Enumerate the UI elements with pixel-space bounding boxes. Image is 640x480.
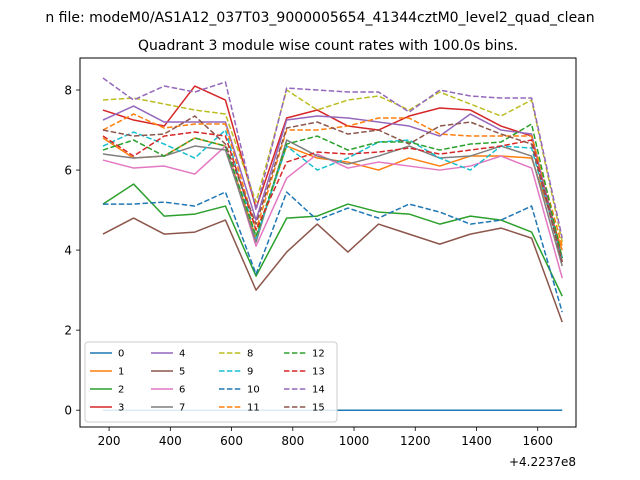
series-line-12 xyxy=(102,123,563,259)
x-tick-label: 1600 xyxy=(522,434,553,448)
legend-label-15: 15 xyxy=(312,403,325,414)
series-line-6 xyxy=(102,145,563,279)
y-tick-label: 2 xyxy=(64,324,72,338)
legend-label-8: 8 xyxy=(247,349,253,360)
series-line-14 xyxy=(102,77,563,239)
y-tick-label: 0 xyxy=(64,404,72,418)
y-tick-label: 6 xyxy=(64,164,72,178)
chart-title: Quadrant 3 module wise count rates with … xyxy=(138,38,518,54)
legend-label-9: 9 xyxy=(247,367,253,378)
y-tick-label: 8 xyxy=(64,84,72,98)
series-line-15 xyxy=(102,115,563,263)
x-tick-label: 1200 xyxy=(400,434,431,448)
legend-label-10: 10 xyxy=(247,385,260,396)
legend-box xyxy=(84,341,338,423)
y-axis: 0 2 4 6 8 xyxy=(64,84,80,418)
series-line-13 xyxy=(102,131,563,263)
x-tick-label: 1000 xyxy=(339,434,370,448)
legend-label-14: 14 xyxy=(312,385,325,396)
x-tick-label: 600 xyxy=(220,434,243,448)
figure-suptitle: n file: modeM0/AS1A12_037T03_9000005654_… xyxy=(45,10,594,26)
legend-label-0: 0 xyxy=(118,349,124,360)
x-axis-offset-label: +4.2237e8 xyxy=(509,455,576,469)
series-layer xyxy=(102,77,563,411)
legend-label-7: 7 xyxy=(179,403,185,414)
legend-label-3: 3 xyxy=(118,403,124,414)
legend-label-5: 5 xyxy=(179,367,185,378)
x-tick-label: 400 xyxy=(159,434,182,448)
x-axis: 200 400 600 800 1000 1200 1400 1600 xyxy=(98,427,553,448)
legend-label-4: 4 xyxy=(179,349,185,360)
series-line-2 xyxy=(102,183,563,297)
series-line-4 xyxy=(102,105,563,263)
legend-label-12: 12 xyxy=(312,349,325,360)
legend-label-1: 1 xyxy=(118,367,124,378)
legend-label-2: 2 xyxy=(118,385,124,396)
series-line-3 xyxy=(102,85,563,259)
legend-label-6: 6 xyxy=(179,385,185,396)
x-tick-label: 800 xyxy=(281,434,304,448)
legend-label-11: 11 xyxy=(247,403,260,414)
axes-frame xyxy=(79,57,577,428)
series-line-10 xyxy=(102,191,563,313)
y-tick-label: 4 xyxy=(64,244,72,258)
series-line-11 xyxy=(102,113,563,247)
series-line-9 xyxy=(102,129,563,259)
legend-label-13: 13 xyxy=(312,367,325,378)
series-line-5 xyxy=(102,217,563,323)
x-tick-label: 200 xyxy=(98,434,121,448)
x-tick-label: 1400 xyxy=(461,434,492,448)
